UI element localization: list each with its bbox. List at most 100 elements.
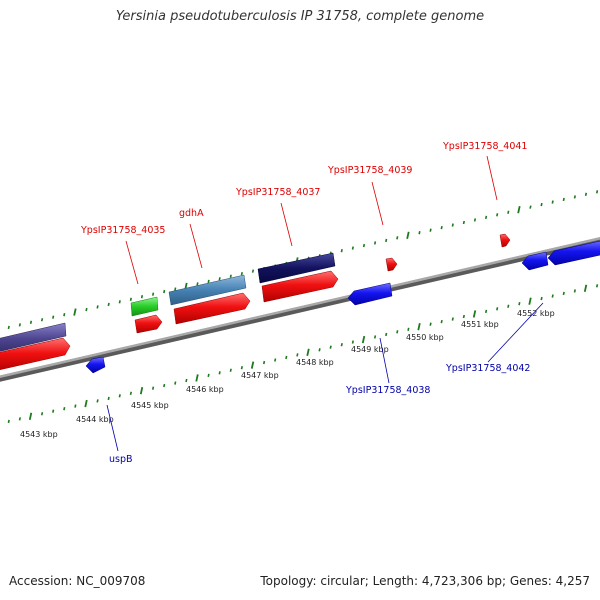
gene-arrow[interactable] xyxy=(0,322,67,354)
minor-tick xyxy=(540,296,543,301)
minor-tick xyxy=(107,396,110,401)
gene-label-gdha[interactable]: gdhA xyxy=(179,208,204,219)
minor-tick xyxy=(151,292,155,296)
gene-label-ypsip31758-4042[interactable]: YpsIP31758_4042 xyxy=(445,363,530,374)
minor-tick xyxy=(174,287,177,291)
minor-tick xyxy=(52,409,55,413)
major-tick xyxy=(250,361,255,369)
scale-labels: 4543 kbp 4544 kbp 4545 kbp 4546 kbp 4547… xyxy=(20,309,555,439)
minor-tick xyxy=(240,272,243,276)
gene-arrow-ypsip31758-4039[interactable] xyxy=(385,257,398,272)
major-tick xyxy=(472,310,477,318)
minor-tick xyxy=(385,332,388,337)
gene-label-ypsip31758-4039[interactable]: YpsIP31758_4039 xyxy=(327,165,412,176)
gene-arrow[interactable] xyxy=(0,337,71,372)
gene-label-uspb[interactable]: uspB xyxy=(109,454,133,465)
minor-tick xyxy=(562,197,565,202)
kbp-label: 4552 kbp xyxy=(517,309,555,318)
major-tick xyxy=(84,399,88,408)
gene-arrow[interactable] xyxy=(261,270,339,303)
reverse-strand-features xyxy=(85,240,600,374)
gene-label-ypsip31758-4035[interactable]: YpsIP31758_4035 xyxy=(80,225,165,236)
minor-tick xyxy=(85,307,88,312)
kbp-label: 4550 kbp xyxy=(406,333,444,342)
gene-arrow-ypsip31758-4041[interactable] xyxy=(499,233,511,248)
minor-tick xyxy=(174,381,177,385)
minor-tick xyxy=(407,327,410,331)
inner-tick-track xyxy=(7,284,599,424)
minor-tick xyxy=(429,228,432,232)
minor-tick xyxy=(274,358,277,362)
minor-tick xyxy=(396,236,399,240)
minor-tick xyxy=(229,368,232,372)
major-tick xyxy=(73,308,77,316)
minor-tick xyxy=(251,269,255,273)
minor-tick xyxy=(63,312,66,317)
gene-arrow-ypsip31758-4042[interactable] xyxy=(547,240,600,266)
leader-line xyxy=(379,337,390,384)
outer-tick-track xyxy=(7,190,599,330)
minor-tick xyxy=(340,342,343,347)
gene-arrow-ypsip31758-4035[interactable] xyxy=(130,296,159,317)
minor-tick xyxy=(118,300,121,304)
minor-tick xyxy=(29,320,33,324)
gene-label-ypsip31758-4041[interactable]: YpsIP31758_4041 xyxy=(442,141,527,152)
minor-tick xyxy=(595,284,599,288)
kbp-label: 4551 kbp xyxy=(461,320,499,329)
minor-tick xyxy=(396,330,399,334)
minor-tick xyxy=(362,243,366,248)
minor-tick xyxy=(340,248,343,253)
kbp-label: 4546 kbp xyxy=(186,385,224,394)
minor-tick xyxy=(40,412,44,416)
minor-tick xyxy=(584,192,588,197)
minor-tick xyxy=(218,277,221,281)
gene-label-ypsip31758-4038[interactable]: YpsIP31758_4038 xyxy=(345,385,430,396)
minor-tick xyxy=(129,391,132,395)
major-tick xyxy=(583,284,588,293)
kbp-label: 4544 kbp xyxy=(76,415,114,424)
topology-summary: Topology: circular; Length: 4,723,306 bp… xyxy=(260,574,590,588)
gene-arrow[interactable] xyxy=(521,251,549,271)
minor-tick xyxy=(462,314,465,319)
kbp-label: 4549 kbp xyxy=(351,345,389,354)
minor-tick xyxy=(151,386,155,390)
gene-arrow-ypsip31758-4038[interactable] xyxy=(347,282,393,306)
minor-tick xyxy=(440,319,443,324)
major-tick xyxy=(139,387,144,395)
minor-tick xyxy=(385,238,388,243)
minor-tick xyxy=(285,355,288,360)
gene-label-ypsip31758-4037[interactable]: YpsIP31758_4037 xyxy=(235,187,320,198)
minor-tick xyxy=(107,302,110,307)
major-tick xyxy=(528,297,532,305)
minor-tick xyxy=(63,406,66,411)
gene-arrow-uspb[interactable] xyxy=(85,356,106,374)
minor-tick xyxy=(507,304,510,308)
minor-tick xyxy=(595,190,599,194)
minor-tick xyxy=(240,366,243,370)
minor-tick xyxy=(96,305,99,309)
minor-tick xyxy=(185,378,188,383)
minor-tick xyxy=(140,295,144,299)
major-tick xyxy=(28,412,33,421)
gene-arrow[interactable] xyxy=(173,292,251,325)
leader-line xyxy=(189,223,203,269)
gene-arrow-gdha[interactable] xyxy=(168,274,247,306)
minor-tick xyxy=(296,353,299,357)
minor-tick xyxy=(562,291,565,296)
gene-arrow[interactable] xyxy=(134,314,163,334)
minor-tick xyxy=(18,417,21,421)
kbp-label: 4543 kbp xyxy=(20,430,58,439)
forward-gene-labels: YpsIP31758_4035 gdhA YpsIP31758_4037 Yps… xyxy=(80,141,527,285)
gene-arrow-ypsip31758-4037[interactable] xyxy=(257,252,336,284)
minor-tick xyxy=(218,371,221,375)
minor-tick xyxy=(52,315,55,319)
minor-tick xyxy=(540,202,543,207)
minor-tick xyxy=(440,225,443,230)
leader-line xyxy=(106,404,119,452)
minor-tick xyxy=(451,317,454,321)
minor-tick xyxy=(196,282,199,286)
minor-tick xyxy=(429,322,432,326)
minor-tick xyxy=(163,383,166,388)
map-title: Yersinia pseudotuberculosis IP 31758, co… xyxy=(115,9,485,24)
